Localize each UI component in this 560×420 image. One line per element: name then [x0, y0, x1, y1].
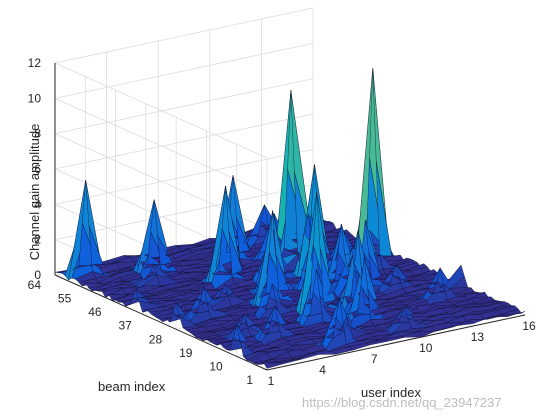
beam-tick-label: 19 — [179, 346, 193, 360]
user-tick-label: 16 — [522, 319, 536, 333]
beam-tick-label: 55 — [58, 292, 72, 306]
grid-line-back-z — [54, 148, 314, 205]
user-tick-label: 4 — [319, 363, 326, 377]
z-tick-label: 0 — [34, 268, 41, 282]
beam-axis-label: beam index — [98, 379, 166, 394]
z-tick-label: 2 — [34, 233, 41, 247]
z-axis-label: Channel gain amplitude — [27, 124, 42, 261]
grid-line-back-z — [54, 184, 314, 241]
grid-line-left-z — [54, 97, 268, 194]
beam-tick-label: 1 — [246, 373, 253, 387]
beam-tick-label: 28 — [149, 332, 163, 346]
grid-line-left-z — [54, 62, 268, 159]
surface-patch — [503, 311, 526, 317]
grid-line-back-z — [54, 78, 314, 135]
z-tick-label: 6 — [34, 162, 41, 176]
z-tick-label: 12 — [28, 56, 42, 70]
beam-tick-label: 64 — [28, 278, 42, 292]
grid-line-back-z — [54, 113, 314, 170]
grid-line-back-z — [54, 7, 314, 64]
beam-tick-label: 46 — [88, 305, 102, 319]
user-tick-label: 10 — [419, 341, 433, 355]
user-tick-label: 1 — [268, 374, 275, 388]
z-tick-label: 4 — [34, 197, 41, 211]
user-axis-line — [266, 314, 526, 371]
watermark: https://blog.csdn.net/qq_23947237 — [302, 395, 502, 410]
surface-patch — [263, 362, 285, 369]
surface-mesh — [54, 68, 526, 369]
beam-tick-label: 10 — [209, 359, 223, 373]
beam-axis-line — [54, 274, 268, 371]
user-axis-label: user index — [361, 385, 421, 400]
user-tick-label: 7 — [371, 352, 378, 366]
z-tick-label: 8 — [34, 127, 41, 141]
z-tick-label: 10 — [28, 91, 42, 105]
beam-tick-label: 37 — [118, 319, 132, 333]
grid-line-back-z — [54, 42, 314, 99]
user-tick-label: 13 — [471, 330, 485, 344]
